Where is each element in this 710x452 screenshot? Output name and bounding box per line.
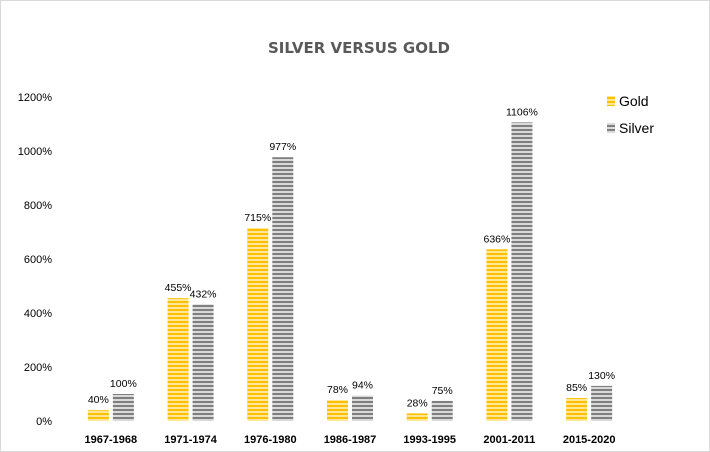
gold-legend-swatch	[607, 96, 615, 106]
y-tick-label: 600%	[24, 254, 52, 266]
bars: 40%100% 455%432% 715% 977% 78% 94% 28% 75% 636% 1…	[88, 106, 615, 421]
x-axis: 1967-1968 1971-1974 1976-1980 1986-1987 1993…	[85, 434, 616, 446]
y-tick-label: 1200%	[18, 92, 52, 104]
gold-data-label: 455%	[165, 282, 192, 294]
x-tick-label: 2015-2020	[563, 434, 616, 446]
silver-data-label: 100%	[110, 378, 137, 390]
y-tick-label: 1000%	[18, 146, 52, 158]
silver-bar	[272, 157, 294, 421]
silver-bar	[192, 304, 214, 421]
silver-legend-swatch	[607, 123, 615, 133]
gold-data-label: 636%	[483, 233, 510, 245]
x-tick-label: 1967-1968	[85, 434, 138, 446]
gold-bar	[167, 298, 189, 421]
gold-legend-label: Gold	[619, 93, 649, 109]
y-axis: 0% 200% 400% 600% 800% 1000% 1200%	[18, 92, 52, 428]
silver-data-label: 1106%	[506, 106, 538, 118]
gold-data-label: 40%	[88, 394, 109, 406]
gold-bar	[247, 227, 269, 421]
y-tick-label: 0%	[36, 416, 52, 428]
silver-bar	[591, 385, 613, 421]
silver-data-label: 432%	[190, 288, 217, 300]
silver-data-label: 94%	[352, 380, 373, 392]
x-tick-label: 2001-2011	[483, 434, 535, 446]
gold-data-label: 85%	[566, 382, 587, 394]
legend: Gold Silver	[607, 93, 654, 136]
silver-data-label: 75%	[432, 385, 453, 397]
silver-bar	[511, 122, 533, 421]
silver-legend-label: Silver	[619, 120, 654, 136]
x-tick-label: 1976-1980	[244, 434, 297, 446]
y-tick-label: 800%	[24, 200, 52, 212]
x-tick-label: 1971-1974	[164, 434, 217, 446]
gold-bar	[406, 413, 428, 421]
silver-bar	[352, 395, 373, 421]
y-tick-label: 400%	[24, 308, 52, 320]
silver-data-label: 977%	[269, 141, 296, 153]
gold-data-label: 715%	[244, 212, 271, 224]
silver-bar	[112, 394, 134, 421]
silver-bar	[431, 400, 453, 421]
chart-title: SILVER VERSUS GOLD	[268, 39, 450, 57]
gold-data-label: 28%	[407, 397, 428, 409]
gold-bar	[486, 249, 508, 421]
gold-bar	[327, 399, 348, 421]
gold-bar	[87, 410, 109, 421]
gold-bar	[566, 398, 588, 421]
y-tick-label: 200%	[24, 362, 52, 374]
gold-data-label: 78%	[327, 384, 348, 396]
x-tick-label: 1986-1987	[324, 434, 377, 446]
x-tick-label: 1993-1995	[403, 434, 456, 446]
silver-data-label: 130%	[588, 370, 615, 382]
